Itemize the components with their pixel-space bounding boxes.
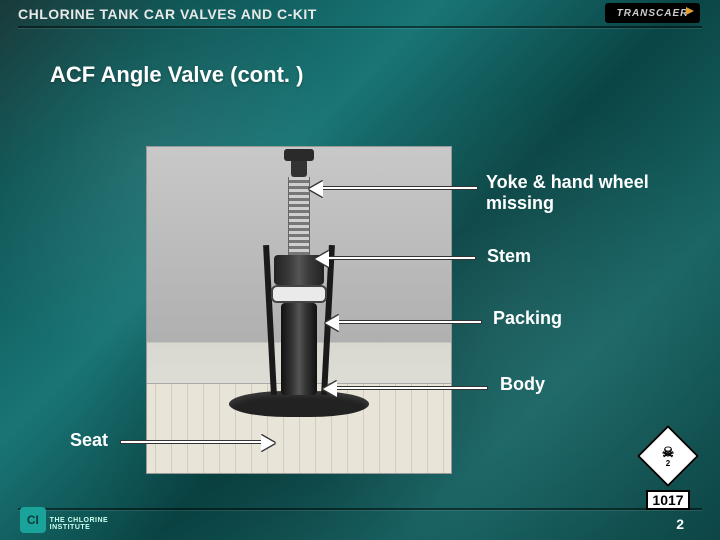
valve-stem-top: [291, 159, 307, 177]
hazard-diamond-icon: ☠ 2: [637, 425, 699, 487]
valve-photo: [146, 146, 452, 474]
arrow-seat: [120, 440, 264, 444]
page-number: 2: [676, 516, 684, 532]
valve-cap: [284, 149, 314, 161]
valve-packing: [271, 285, 327, 303]
header-rule: [18, 26, 702, 28]
label-seat: Seat: [70, 430, 108, 451]
label-yoke: Yoke & hand wheel missing: [486, 172, 649, 214]
arrow-body: [334, 386, 488, 390]
hazard-class: 2: [666, 459, 670, 468]
arrow-packing: [336, 320, 482, 324]
slide-title: ACF Angle Valve (cont. ): [50, 62, 303, 88]
ci-text: THE CHLORINE INSTITUTE: [50, 517, 150, 531]
label-body: Body: [500, 374, 545, 395]
skull-icon: ☠: [662, 445, 675, 459]
hazmat-placard: ☠ 2 1017: [638, 430, 698, 502]
label-yoke-line1: Yoke & hand wheel: [486, 172, 649, 192]
transcaer-logo: TRANSCAER: [605, 3, 700, 23]
label-stem: Stem: [487, 246, 531, 267]
label-packing: Packing: [493, 308, 562, 329]
arrow-yoke: [320, 186, 478, 190]
arrow-stem: [326, 256, 476, 260]
course-title: CHLORINE TANK CAR VALVES AND C-KIT: [18, 6, 317, 22]
label-yoke-line2: missing: [486, 193, 554, 213]
hazard-diamond-inner: ☠ 2: [648, 436, 688, 476]
un-number-box: 1017: [646, 490, 689, 510]
chlorine-institute-logo: THE CHLORINE INSTITUTE: [20, 514, 150, 534]
valve-body: [281, 303, 317, 395]
footer-rule: [18, 508, 702, 510]
valve-stem-thread: [288, 177, 310, 255]
ci-mark-icon: [20, 507, 46, 533]
